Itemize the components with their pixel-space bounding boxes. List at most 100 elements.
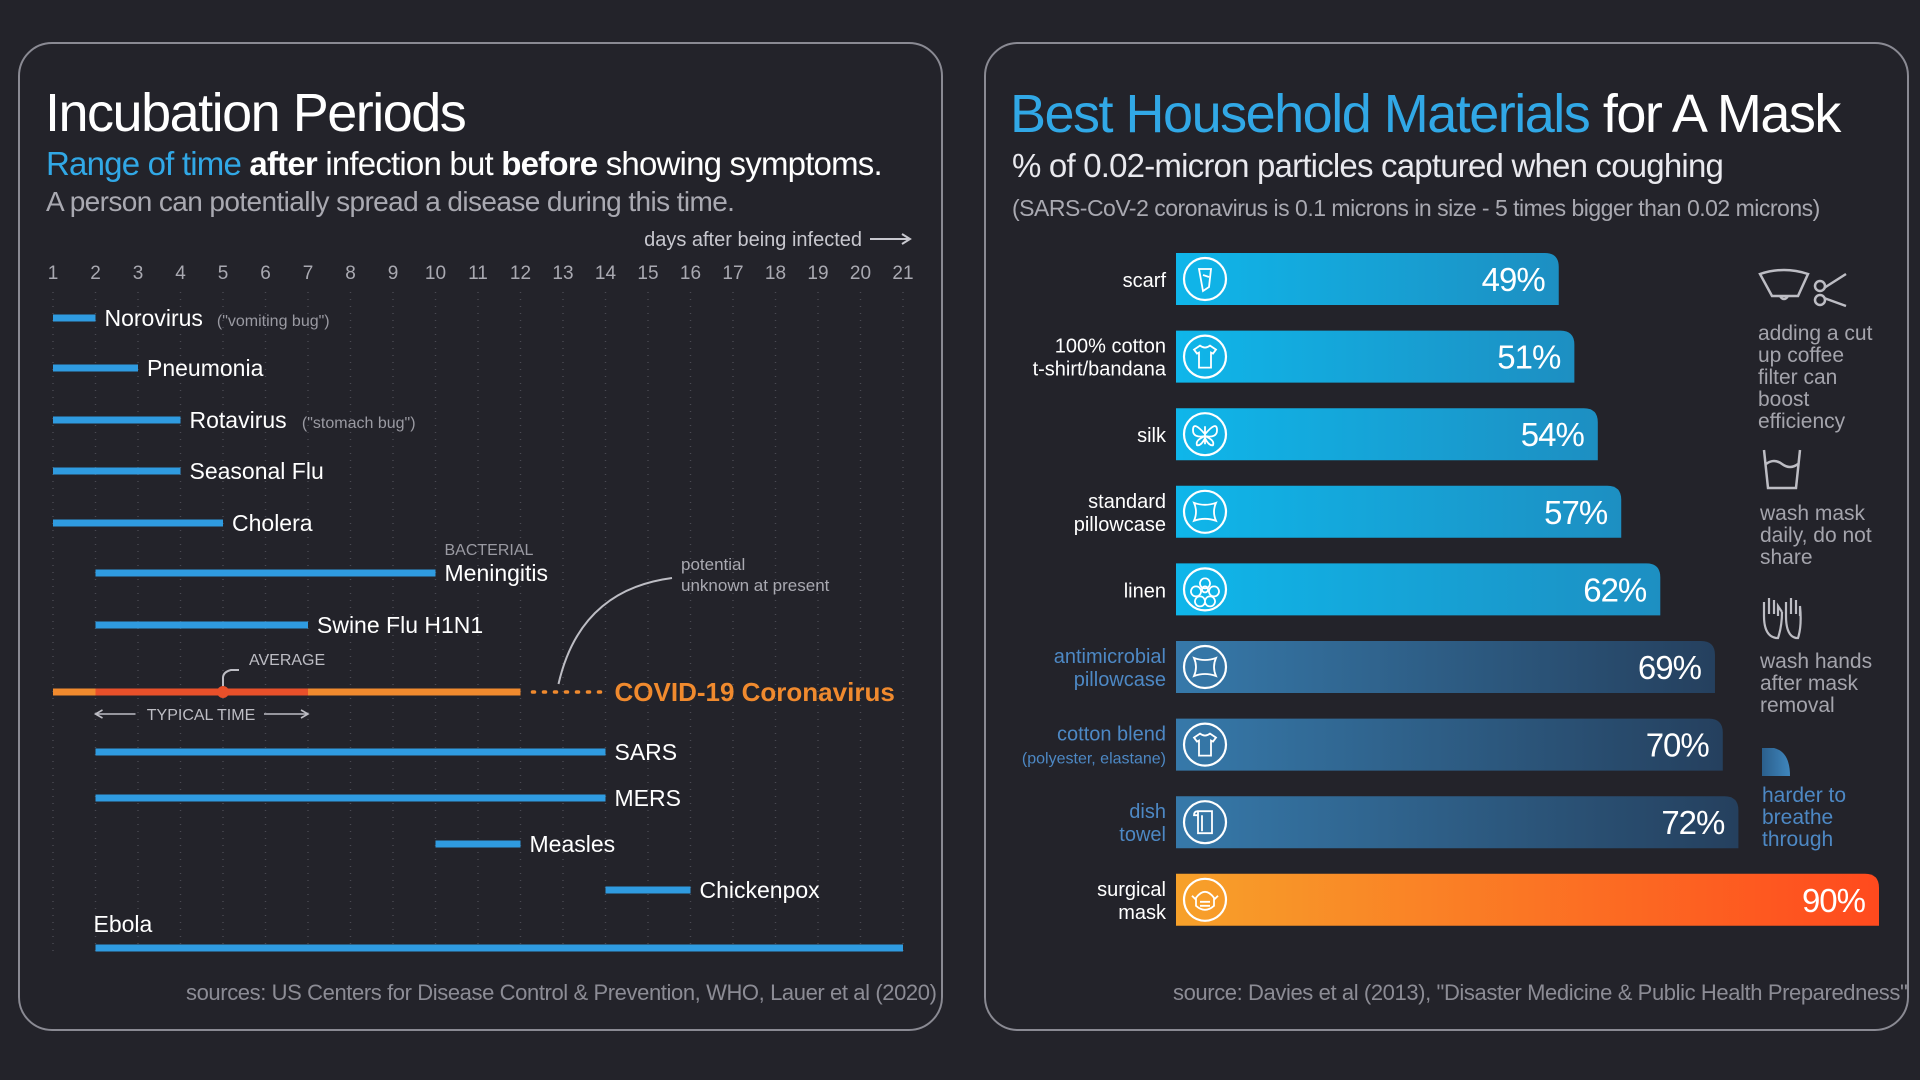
category-antimicrobial-pillowcase-line1: antimicrobial (1054, 646, 1166, 668)
category-scarf: scarf (1123, 270, 1167, 292)
label-swine-flu-h1n1: Swine Flu H1N1 (317, 612, 483, 638)
typical-time-label: TYPICAL TIME (147, 707, 255, 724)
category-surgical-mask-line1: surgical (1097, 879, 1166, 901)
average-label: AVERAGE (249, 652, 325, 669)
flower-icon (1190, 577, 1220, 608)
icon-ring-100-cotton-t-shirt-bandana (1182, 334, 1228, 379)
masks-note: (SARS-CoV-2 coronavirus is 0.1 microns i… (1012, 195, 1820, 221)
average-pointer (222, 669, 239, 686)
category-standard-pillowcase-line2: pillowcase (1074, 514, 1166, 536)
incubation-source: sources: US Centers for Disease Control … (186, 980, 937, 1005)
category-cotton-blend-polyester-elastane-line2: (polyester, elastane) (1022, 751, 1166, 768)
scarf-icon (1197, 268, 1213, 293)
masks-source: source: Davies et al (2013), "Disaster M… (1173, 980, 1908, 1005)
potential-pointer (557, 577, 673, 685)
bar-surgical-mask (1176, 873, 1879, 926)
tip-breathe-text: harder to breathe through (1762, 784, 1847, 851)
potential-label: potential (681, 555, 745, 574)
butterfly-icon (1192, 425, 1218, 447)
tip-wash-mask-text: wash mask daily, do not share (1760, 502, 1872, 569)
typical-arrowhead-right (300, 709, 310, 719)
washbasin-icon (1762, 449, 1802, 490)
label-meningitis: Meningitis (445, 560, 549, 586)
icon-ring-standard-pillowcase (1182, 489, 1228, 534)
x-tick-label: 16 (680, 263, 701, 284)
value-dish-towel: 72% (1661, 804, 1725, 841)
bar-scarf (1176, 253, 1559, 305)
x-tick-label: 4 (175, 263, 186, 284)
x-tick-label: 15 (637, 263, 658, 284)
x-tick-label: 14 (595, 263, 617, 284)
axis-label: days after being infected (644, 229, 862, 251)
masks-title-blue: Best Household Materials (1010, 84, 1591, 144)
label-rotavirus: Rotavirus (190, 407, 287, 433)
x-tick-label: 7 (303, 263, 314, 284)
subtitle-after: after (249, 145, 317, 182)
value-100-cotton-t-shirt-bandana: 51% (1497, 339, 1561, 376)
icon-ring-linen (1182, 567, 1228, 612)
incubation-subtitle: Range of time after infection but before… (46, 145, 883, 183)
icon-ring-cotton-blend-polyester-elastane (1182, 722, 1228, 767)
tip-wash-hands-text: wash hands after mask removal (1760, 650, 1873, 717)
masks-title: Best Household Materials for A Mask (1010, 83, 1842, 145)
x-tick-label: 1 (48, 263, 59, 284)
tip-breathe: harder to breathe through (1762, 748, 1892, 851)
category-linen: linen (1124, 580, 1166, 602)
icon-ring-dish-towel (1182, 800, 1228, 845)
x-tick-label: 9 (388, 263, 399, 284)
towel-icon (1193, 810, 1213, 835)
label-seasonal-flu: Seasonal Flu (190, 458, 324, 484)
category-surgical-mask-line2: mask (1118, 902, 1167, 924)
value-silk: 54% (1521, 416, 1585, 453)
tip-wash-mask: wash mask daily, do not share (1760, 448, 1890, 569)
x-tick-label: 20 (850, 263, 871, 284)
bar-dish-towel (1176, 796, 1739, 849)
mask-face-icon (1191, 890, 1219, 911)
bar-silk (1176, 408, 1598, 461)
value-linen: 62% (1583, 571, 1647, 608)
label-ebola: Ebola (94, 911, 153, 937)
x-tick-label: 2 (90, 263, 101, 284)
masks-title-white: for A Mask (1602, 84, 1842, 144)
x-tick-label: 5 (218, 263, 229, 284)
icon-ring-surgical-mask (1182, 877, 1228, 922)
category-100-cotton-t-shirt-bandana-line1: 100% cotton (1055, 336, 1166, 358)
bacterial-label: BACTERIAL (445, 542, 534, 559)
masks-subtitle: % of 0.02-micron particles captured when… (1012, 147, 1724, 184)
value-antimicrobial-pillowcase: 69% (1638, 649, 1702, 686)
x-tick-label: 19 (807, 263, 828, 284)
icon-ring-silk (1182, 412, 1228, 457)
x-tick-label: 18 (765, 263, 786, 284)
pillow-icon (1192, 501, 1218, 523)
value-standard-pillowcase: 57% (1544, 494, 1608, 531)
x-tick-label: 13 (552, 263, 573, 284)
label-pneumonia: Pneumonia (147, 355, 264, 381)
x-tick-label: 17 (722, 263, 743, 284)
value-surgical-mask: 90% (1802, 882, 1866, 919)
note-rotavirus: ("stomach bug") (302, 415, 416, 432)
hands-icon (1762, 598, 1802, 640)
coffee-filter-scissors-icon (1758, 268, 1847, 308)
note-norovirus: ("vomiting bug") (217, 313, 330, 330)
x-tick-label: 10 (425, 263, 446, 284)
value-cotton-blend-polyester-elastane: 70% (1646, 727, 1710, 764)
incubation-subtitle2: A person can potentially spread a diseas… (46, 186, 735, 217)
label-measles: Measles (530, 831, 616, 857)
category-dish-towel-line1: dish (1129, 801, 1166, 823)
category-dish-towel-line2: towel (1119, 824, 1166, 846)
pillow-icon (1192, 656, 1218, 678)
label-norovirus: Norovirus (105, 305, 203, 331)
label-cholera: Cholera (232, 510, 313, 536)
covid-average-dot (217, 686, 229, 698)
tshirt-icon (1192, 344, 1218, 369)
subtitle-before: before (501, 145, 598, 182)
x-tick-label: 11 (468, 263, 488, 284)
bar-cotton-blend-polyester-elastane (1176, 718, 1723, 771)
incubation-title: Incubation Periods (45, 83, 467, 143)
tip-coffee-filter: adding a cut up coffee filter can boost … (1758, 266, 1888, 433)
bar-antimicrobial-pillowcase (1176, 641, 1715, 693)
label-mers: MERS (615, 785, 681, 811)
category-100-cotton-t-shirt-bandana-line2: t-shirt/bandana (1033, 359, 1167, 381)
